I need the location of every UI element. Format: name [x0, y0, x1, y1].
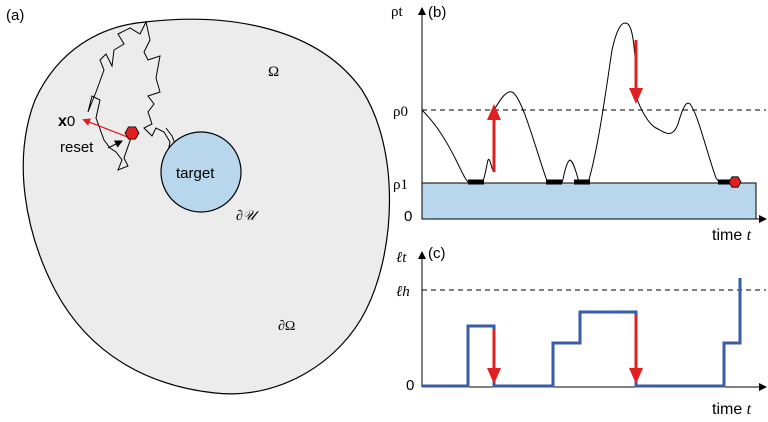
tick-zero-c: 0	[406, 377, 414, 394]
domain-label: Ω	[268, 64, 279, 80]
panel-a-label: (a)	[6, 7, 24, 24]
tick-zero-b: 0	[404, 208, 412, 225]
panel-a: (a) Ω target ∂𝒰 ∂Ω x0 reset	[6, 7, 391, 395]
domain-boundary-label: ∂Ω	[278, 319, 295, 334]
target-region	[160, 131, 242, 213]
panel-c: ℓt (c) ℓh 0 time t	[396, 245, 767, 418]
tick-lh: ℓh	[396, 284, 410, 300]
reset-arrow-c1-head	[487, 368, 501, 384]
particle-marker-b	[728, 176, 742, 188]
distance-curve	[421, 22, 740, 184]
target-label: target	[176, 165, 215, 182]
reset-pointer-arrow	[107, 140, 123, 149]
y-axis-label-c: ℓt	[396, 250, 407, 266]
particle-marker	[124, 126, 140, 140]
y-axis-label-b: ρt	[391, 4, 403, 20]
trajectory-path	[87, 20, 177, 171]
panel-c-label: (c)	[428, 245, 446, 262]
reset-arrow-c2-head	[629, 368, 643, 384]
reset-up-arrow-head	[487, 104, 501, 120]
reset-arrow	[82, 118, 131, 139]
tick-rho0: ρ0	[393, 104, 408, 120]
panel-b-label: (b)	[428, 4, 446, 21]
panel-b: ρt (b) ρ0 ρ1 0 time t	[391, 4, 767, 244]
target-boundary-label: ∂𝒰	[236, 209, 260, 224]
local-time-steps	[422, 278, 742, 388]
target-band	[421, 182, 757, 220]
reset-label: reset	[60, 139, 94, 156]
start-point-label: x0	[58, 113, 75, 130]
x-axis-label-c: time t	[712, 401, 752, 418]
x-axis-label-b: time t	[712, 227, 752, 244]
tick-rho1: ρ1	[393, 177, 408, 193]
reset-down-arrow-head	[629, 88, 643, 104]
